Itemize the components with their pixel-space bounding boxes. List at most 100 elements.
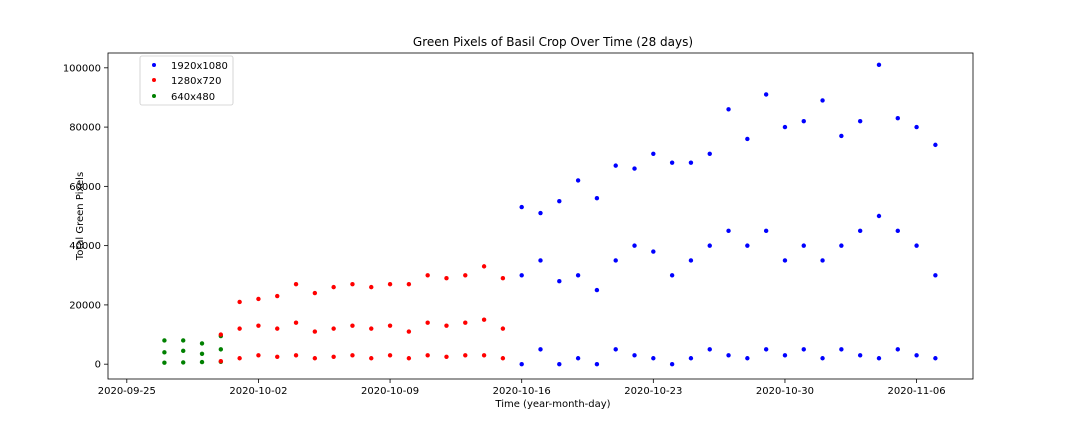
data-point-1280x720 — [444, 323, 449, 328]
data-point-1280x720 — [312, 329, 318, 334]
data-point-1280x720 — [481, 317, 487, 322]
data-point-1280x720 — [275, 326, 280, 331]
data-point-1920x1080 — [575, 273, 581, 278]
data-point-1920x1080 — [857, 118, 863, 124]
data-point-1280x720 — [293, 281, 299, 287]
legend-label-1920x1080: 1920x1080 — [171, 61, 228, 72]
data-point-1920x1080 — [613, 347, 618, 352]
data-point-1920x1080 — [933, 356, 938, 361]
data-point-1280x720 — [293, 320, 299, 325]
data-point-1280x720 — [425, 320, 430, 325]
y-tick-label: 0 — [95, 360, 101, 371]
data-point-640x480 — [199, 341, 205, 346]
data-point-1920x1080 — [876, 62, 882, 68]
y-axis-label: Total Green Pixels — [75, 172, 86, 261]
data-point-1280x720 — [425, 273, 430, 278]
data-point-640x480 — [162, 350, 167, 355]
x-tick-label: 2020-10-09 — [361, 386, 419, 397]
data-point-1920x1080 — [519, 204, 524, 210]
data-point-1920x1080 — [538, 347, 543, 352]
data-point-1280x720 — [331, 326, 336, 331]
x-axis: 2020-09-25 2020-10-02 2020-10-09 2020-10-16… — [98, 379, 946, 397]
data-point-1280x720 — [237, 356, 242, 361]
data-point-1920x1080 — [745, 243, 750, 248]
data-point-1920x1080 — [519, 361, 524, 367]
data-point-640x480 — [199, 359, 205, 365]
x-tick-label: 2020-10-23 — [624, 386, 682, 397]
data-point-1280x720 — [369, 326, 374, 331]
data-point-1920x1080 — [839, 347, 844, 352]
data-point-1280x720 — [387, 353, 393, 358]
data-point-1280x720 — [256, 296, 261, 302]
data-point-1280x720 — [387, 323, 393, 328]
data-point-1920x1080 — [575, 178, 581, 183]
data-point-1920x1080 — [594, 361, 600, 367]
data-point-1920x1080 — [745, 136, 750, 142]
data-point-1280x720 — [293, 353, 299, 358]
data-point-1280x720 — [331, 354, 336, 359]
legend: 1920x1080 1280x720 640x480 — [139, 55, 234, 106]
data-point-1280x720 — [463, 320, 468, 325]
x-tick-label: 2020-10-16 — [493, 386, 551, 397]
x-tick-label: 2020-10-02 — [229, 386, 287, 397]
data-point-1920x1080 — [876, 356, 882, 361]
data-point-1920x1080 — [594, 287, 600, 293]
data-point-1920x1080 — [782, 124, 788, 130]
data-point-1280x720 — [256, 323, 261, 328]
data-point-1280x720 — [369, 284, 374, 290]
data-point-1280x720 — [312, 356, 318, 361]
x-tick-label: 2020-10-30 — [756, 386, 814, 397]
x-axis-label: Time (year-month-day) — [494, 399, 610, 410]
y-tick-label: 20000 — [69, 300, 101, 311]
data-point-1920x1080 — [688, 258, 694, 263]
data-point-1920x1080 — [519, 273, 524, 278]
data-point-1280x720 — [463, 353, 468, 358]
data-point-1280x720 — [218, 359, 224, 364]
data-point-1920x1080 — [726, 228, 731, 234]
x-tick-label: 2020-09-25 — [98, 386, 156, 397]
data-point-1920x1080 — [575, 356, 581, 361]
data-point-1920x1080 — [538, 258, 543, 263]
data-point-1920x1080 — [669, 160, 675, 165]
data-point-1920x1080 — [707, 347, 712, 352]
data-point-1280x720 — [331, 284, 336, 290]
data-point-1280x720 — [500, 356, 506, 361]
legend-marker-1920x1080 — [152, 63, 156, 67]
data-point-1920x1080 — [857, 228, 863, 234]
data-point-1280x720 — [350, 353, 355, 358]
legend-box — [139, 55, 234, 106]
data-point-1920x1080 — [632, 353, 637, 358]
data-point-1920x1080 — [669, 273, 675, 278]
data-point-1280x720 — [218, 332, 224, 337]
data-point-640x480 — [218, 347, 224, 352]
data-point-640x480 — [162, 338, 167, 343]
data-point-1280x720 — [406, 356, 412, 361]
y-axis: 0 20000 40000 60000 80000 100000 — [63, 63, 108, 371]
data-point-1280x720 — [237, 299, 242, 305]
data-point-1920x1080 — [895, 228, 900, 234]
data-point-1280x720 — [350, 281, 355, 287]
data-point-1920x1080 — [801, 118, 806, 124]
data-point-1280x720 — [444, 276, 449, 281]
y-tick-label: 60000 — [69, 182, 101, 193]
data-point-1920x1080 — [745, 356, 750, 361]
data-point-1280x720 — [463, 273, 468, 278]
x-tick-label: 2020-11-06 — [888, 386, 946, 397]
data-point-1920x1080 — [857, 353, 863, 358]
data-point-1920x1080 — [839, 133, 844, 139]
data-point-1920x1080 — [613, 163, 618, 168]
data-point-1920x1080 — [914, 243, 919, 248]
data-point-1280x720 — [312, 290, 318, 296]
data-point-1920x1080 — [594, 196, 600, 201]
data-point-1920x1080 — [895, 347, 900, 352]
data-point-1280x720 — [350, 323, 355, 328]
data-point-1280x720 — [387, 281, 393, 287]
data-point-1920x1080 — [801, 243, 806, 248]
data-point-1920x1080 — [914, 353, 919, 358]
data-point-1920x1080 — [632, 166, 637, 171]
data-point-1280x720 — [256, 353, 261, 358]
plot-area-frame — [107, 52, 974, 380]
data-point-640x480 — [199, 351, 205, 357]
data-point-1280x720 — [500, 326, 506, 331]
